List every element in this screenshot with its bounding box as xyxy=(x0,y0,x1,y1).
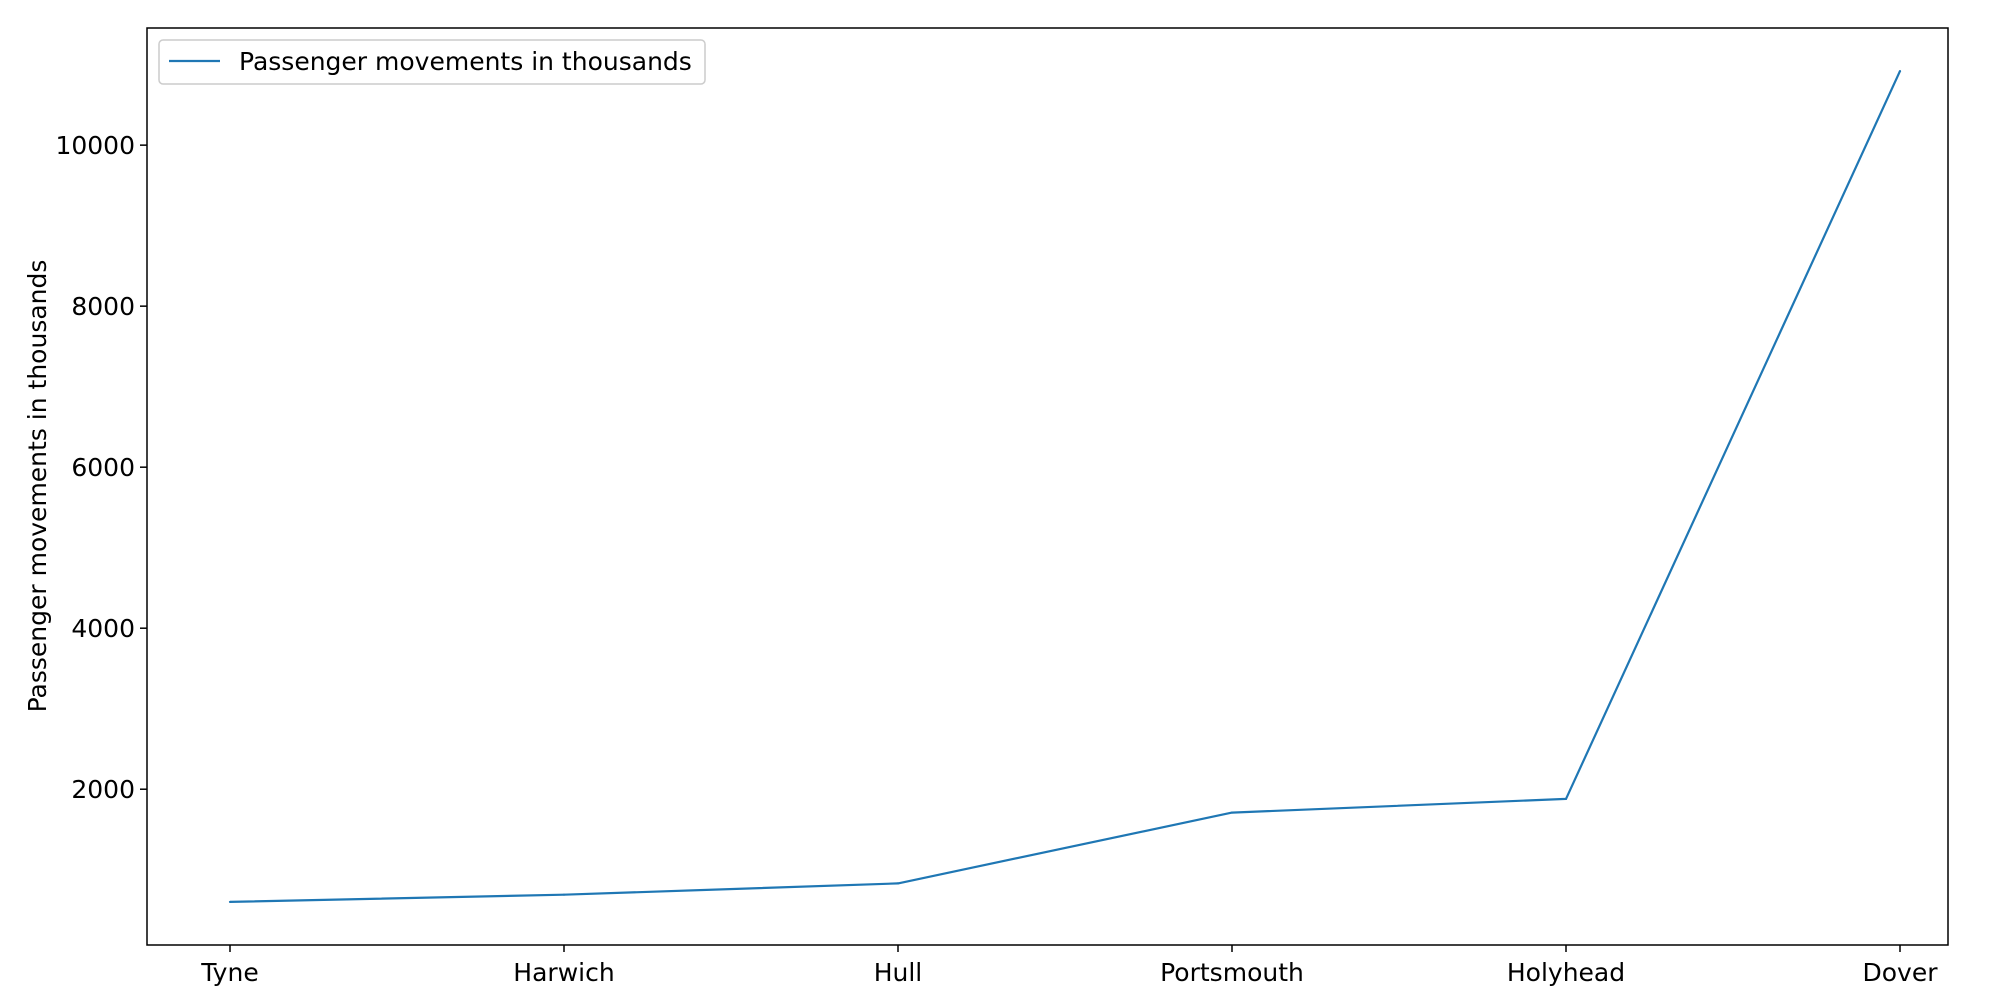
data-point xyxy=(896,882,900,885)
y-axis-label: Passenger movements in thousands xyxy=(23,260,52,713)
series-layer xyxy=(228,69,1902,904)
x-tick-label: Harwich xyxy=(513,958,614,987)
plot-frame xyxy=(146,27,1949,946)
legend: Passenger movements in thousands xyxy=(158,39,706,85)
data-point xyxy=(228,900,232,904)
legend-box xyxy=(158,39,706,85)
data-point xyxy=(562,893,566,896)
x-tick-label: Portsmouth xyxy=(1160,958,1304,987)
y-tick-label: 8000 xyxy=(71,292,135,321)
ticks-layer: Tyne Harwich Hull Portsmouth Holyhead Dover 20… xyxy=(55,131,1938,987)
data-point xyxy=(1898,69,1902,73)
x-tick-label: Hull xyxy=(874,958,923,987)
y-tick-label: 10000 xyxy=(55,131,135,160)
y-tick-label: 2000 xyxy=(71,775,135,804)
y-tick-label: 6000 xyxy=(71,453,135,482)
data-point xyxy=(1230,811,1234,814)
legend-entry-label: Passenger movements in thousands xyxy=(239,47,692,76)
series-line xyxy=(229,70,1901,903)
x-tick-label: Holyhead xyxy=(1507,958,1625,987)
x-tick-label: Tyne xyxy=(200,958,258,987)
y-tick-label: 4000 xyxy=(71,614,135,643)
x-tick-label: Dover xyxy=(1863,958,1939,987)
data-point xyxy=(1564,797,1568,800)
